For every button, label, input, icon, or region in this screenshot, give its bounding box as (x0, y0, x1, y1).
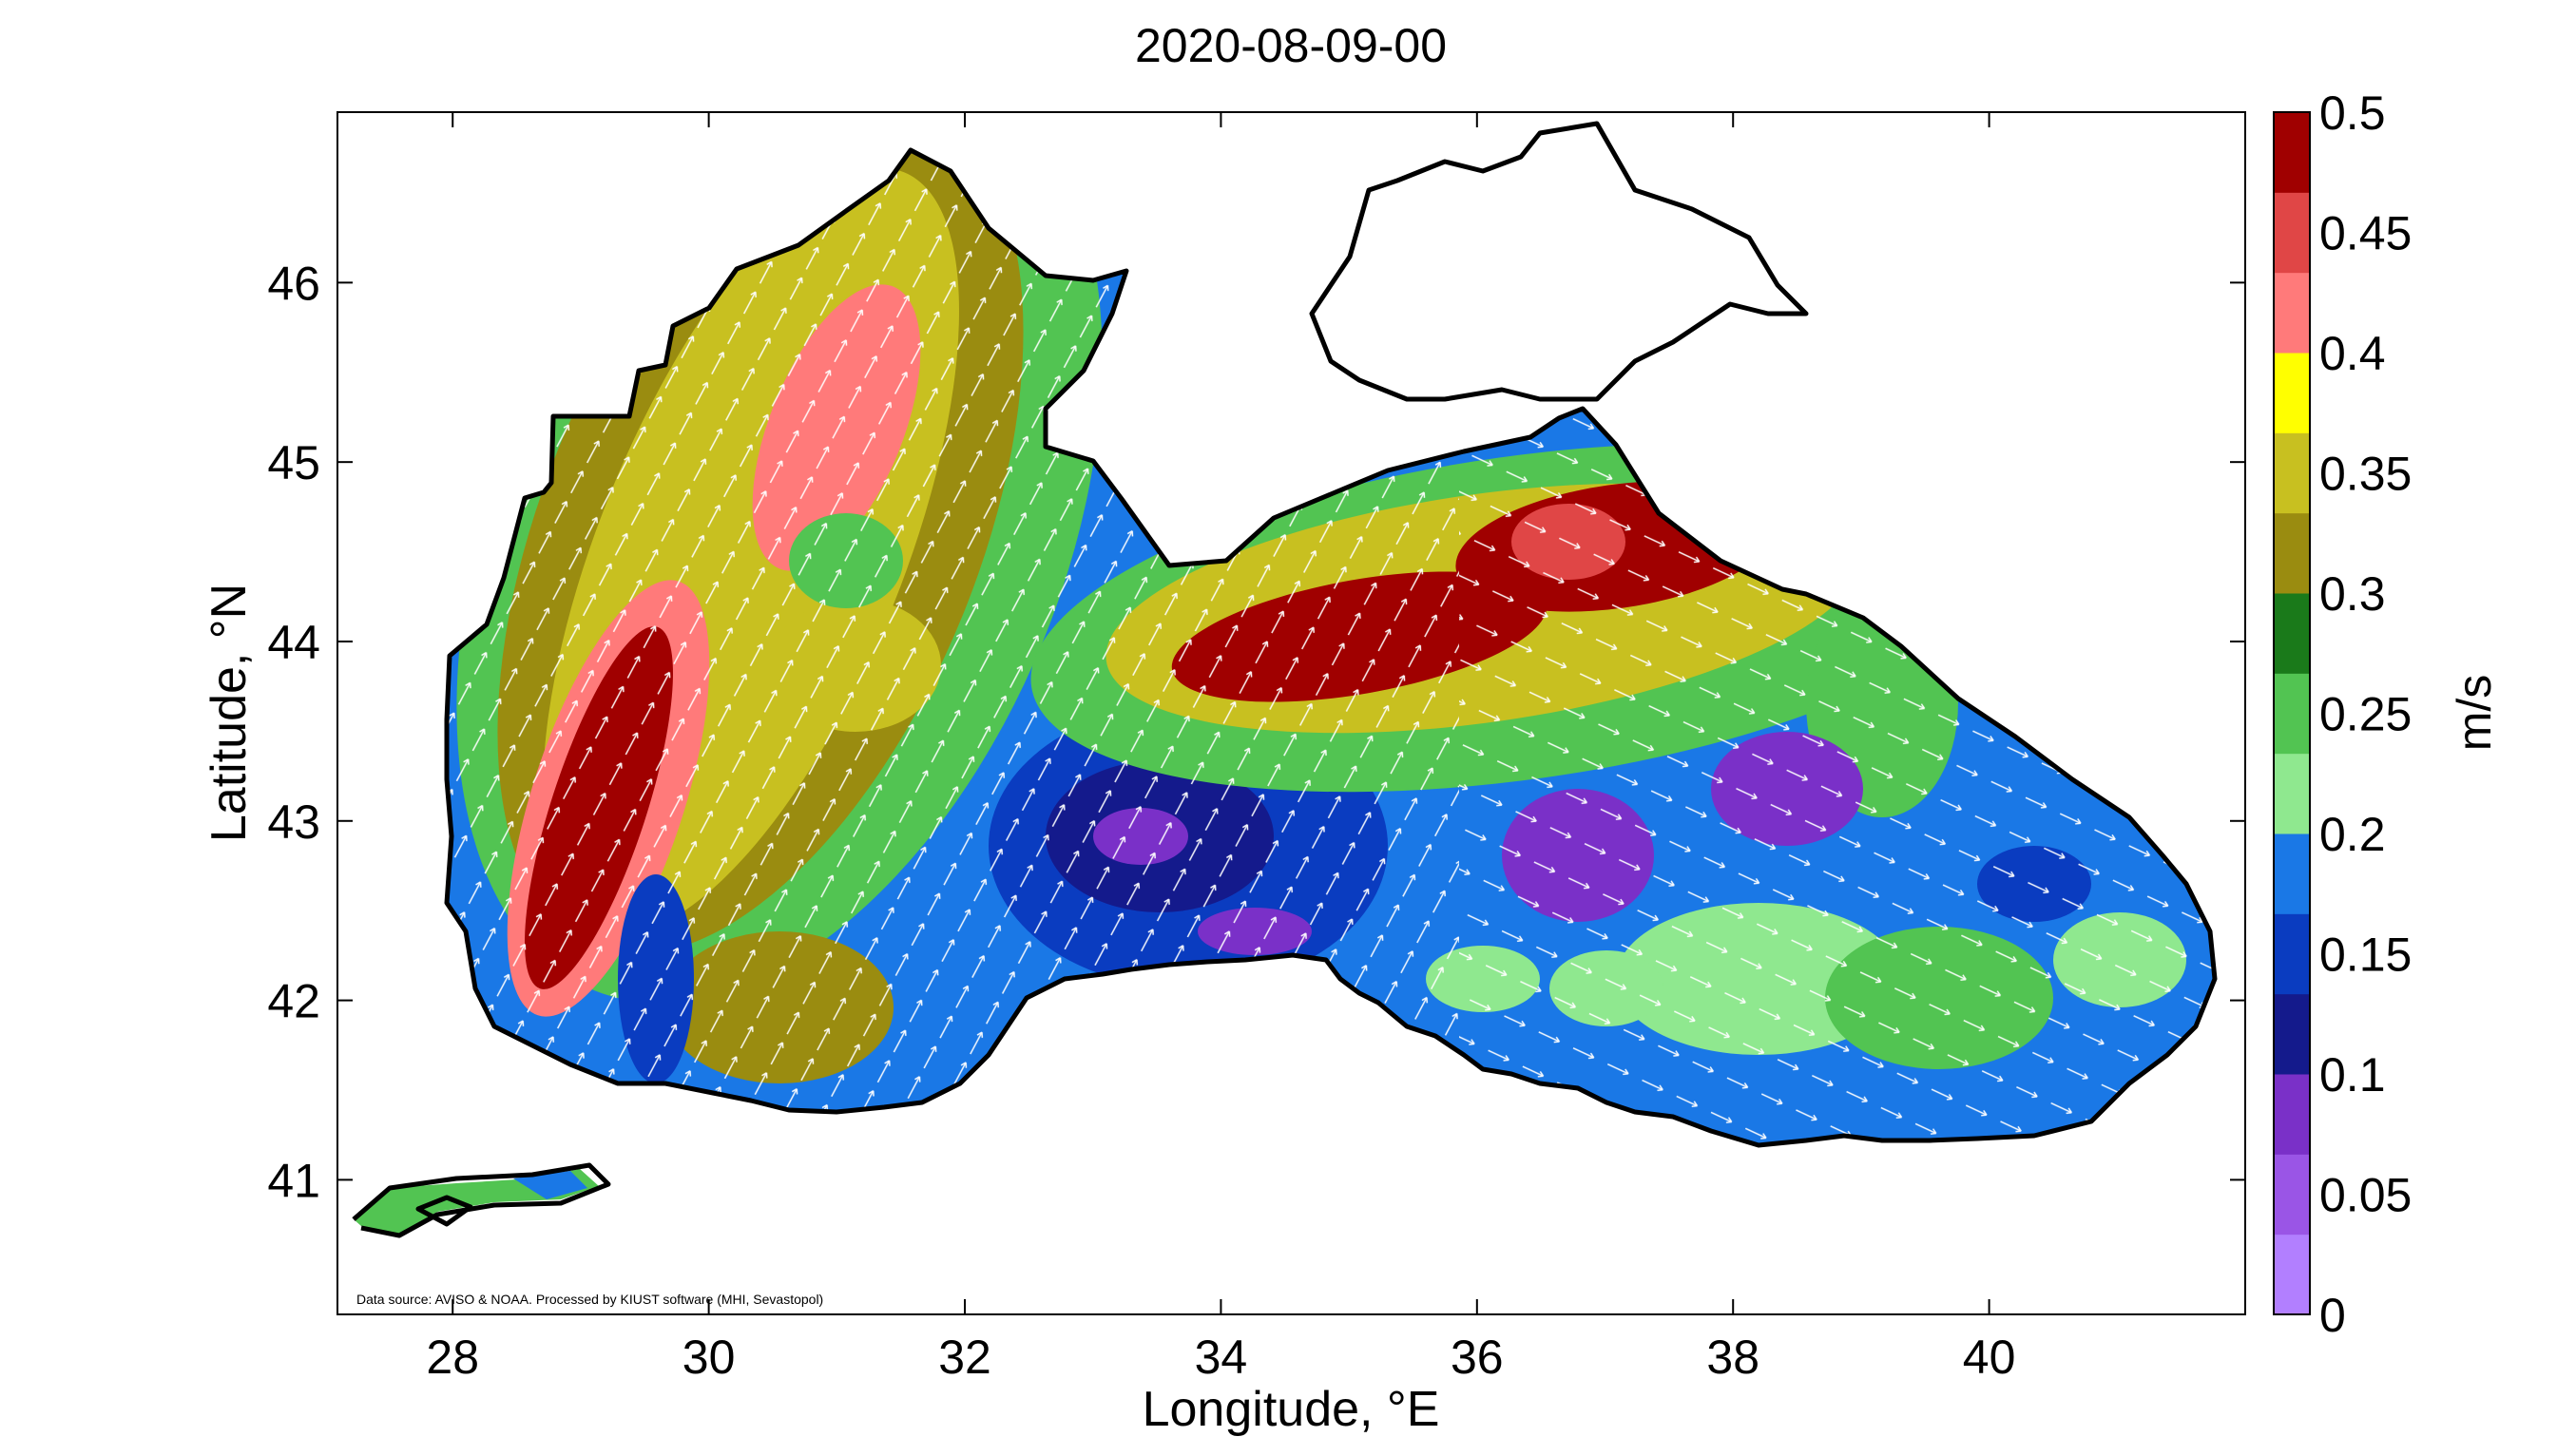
colorbar-segment (2274, 753, 2310, 834)
colorbar-tick-label: 0.3 (2319, 567, 2386, 621)
colorbar (2273, 111, 2311, 1315)
colorbar-tick-label: 0.4 (2319, 327, 2386, 380)
x-tick-label: 28 (426, 1331, 479, 1384)
coastline (352, 121, 2218, 1238)
colorbar-tick-label: 0 (2319, 1289, 2346, 1342)
x-tick-label: 32 (938, 1331, 991, 1384)
x-tick-label: 40 (1963, 1331, 2016, 1384)
y-tick-label: 41 (267, 1154, 320, 1207)
colorbar-segment (2274, 1154, 2310, 1236)
source-note: Data source: AVISO & NOAA. Processed by … (356, 1292, 823, 1307)
y-tick-label: 44 (267, 616, 320, 669)
x-tick-label: 34 (1195, 1331, 1248, 1384)
colorbar-tick-label: 0.1 (2319, 1048, 2386, 1102)
colorbar-tick-label: 0.45 (2319, 207, 2412, 260)
colorbar-segment (2274, 673, 2310, 755)
colorbar-segment (2274, 272, 2310, 354)
colorbar-segment (2274, 1074, 2310, 1155)
colorbar-tick-label: 0.35 (2319, 448, 2412, 501)
colorbar-tick-label: 0.15 (2319, 929, 2412, 982)
map-title: 2020-08-09-00 (1135, 19, 1447, 72)
colorbar-tick-label: 0.2 (2319, 808, 2386, 861)
colorbar-segment (2274, 593, 2310, 674)
y-tick-label: 42 (267, 975, 320, 1028)
y-axis-label: Latitude, °N (202, 584, 257, 842)
x-tick-label: 30 (683, 1331, 736, 1384)
x-axis-ticks: 28 30 32 34 36 38 40 (426, 112, 2015, 1384)
colorbar-segment (2274, 1234, 2310, 1315)
colorbar-label: m/s (2448, 675, 2501, 752)
y-axis-ticks: 41 42 43 44 45 46 (267, 257, 2245, 1207)
colorbar-segment (2274, 353, 2310, 433)
colorbar-segment (2274, 913, 2310, 995)
colorbar-segment (2274, 432, 2310, 514)
x-tick-label: 38 (1706, 1331, 1759, 1384)
colorbar-tick-label: 0.25 (2319, 688, 2412, 741)
colorbar-frame (2273, 111, 2311, 1315)
y-tick-label: 43 (267, 795, 320, 849)
x-tick-label: 36 (1451, 1331, 1504, 1384)
y-tick-label: 45 (267, 436, 320, 489)
y-tick-label: 46 (267, 257, 320, 310)
colorbar-segment (2274, 993, 2310, 1075)
colorbar-segment (2274, 192, 2310, 274)
colorbar-tick-label: 0.05 (2319, 1169, 2412, 1222)
colorbar-segment (2274, 833, 2310, 914)
colorbar-segment (2274, 512, 2310, 594)
x-axis-label: Longitude, °E (1143, 1382, 1440, 1437)
colorbar-segment (2274, 112, 2310, 193)
colorbar-tick-label: 0.5 (2319, 86, 2386, 140)
colorbar-ticks: 0 0.05 0.1 0.15 0.2 0.25 0.3 0.35 0.4 0.45 0.5 (2319, 86, 2412, 1342)
